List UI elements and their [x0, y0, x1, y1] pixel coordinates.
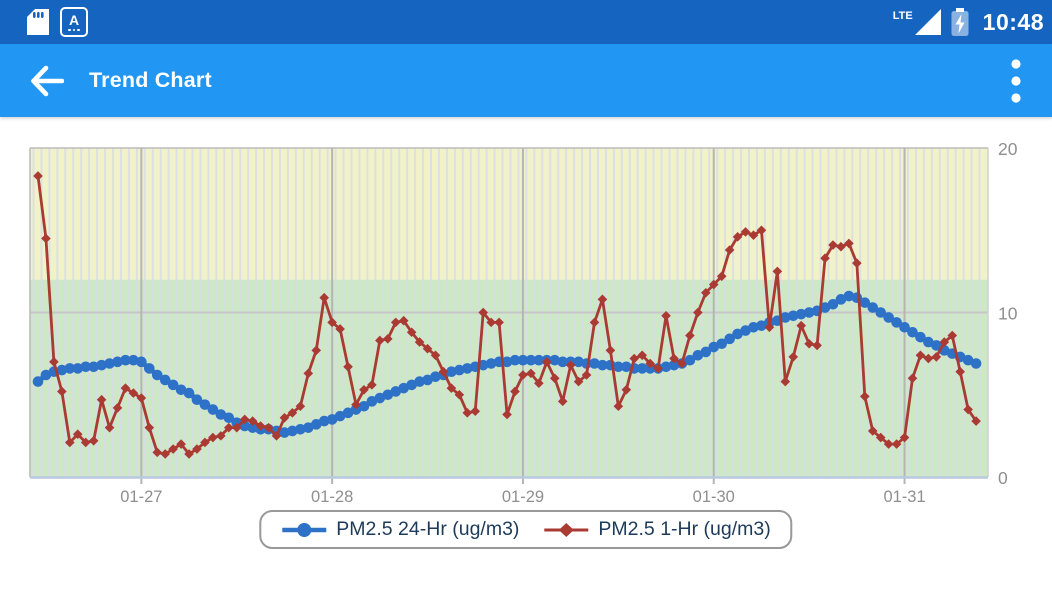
overflow-menu-icon[interactable] [1004, 56, 1028, 106]
y-tick-label: 20 [998, 139, 1018, 159]
trend-chart-section: 01-27 01-28 01-29 01-30 01-31 0 10 20 PM2.5 24-… [0, 117, 1052, 592]
x-tick-label: 01-28 [311, 488, 353, 506]
page-title: Trend Chart [89, 68, 212, 92]
legend-label-pm25-1hr: PM2.5 1-Hr (ug/m3) [598, 518, 771, 540]
lte-label: LTE [892, 10, 913, 22]
chart-legend: PM2.5 24-Hr (ug/m3) PM2.5 1-Hr (ug/m3) [259, 510, 793, 549]
legend-label-pm25-24hr: PM2.5 24-Hr (ug/m3) [336, 518, 520, 540]
legend-swatch-24hr-icon [282, 522, 327, 537]
status-bar-right: LTE 10:48 [893, 6, 1044, 38]
back-arrow-icon[interactable] [30, 64, 64, 98]
y-tick-label: 0 [998, 468, 1008, 488]
signal-strength-icon [914, 9, 941, 35]
a-app-dots [68, 28, 80, 32]
sim-card-icon [27, 9, 49, 35]
x-axis: 01-27 01-28 01-29 01-30 01-31 [120, 148, 926, 506]
app-bar: Trend Chart [0, 44, 1052, 117]
legend-item-pm25-1hr: PM2.5 1-Hr (ug/m3) [543, 518, 771, 541]
legend-swatch-1hr-icon [544, 522, 589, 537]
y-axis: 0 10 20 [998, 139, 1018, 488]
status-bar: A LTE 10:48 [0, 0, 1052, 44]
plot-borders [29, 147, 989, 477]
battery-charging-icon [951, 8, 969, 36]
x-tick-label: 01-29 [502, 488, 544, 506]
x-tick-label: 01-27 [120, 488, 162, 506]
y-tick-label: 10 [998, 304, 1018, 324]
clock: 10:48 [982, 8, 1044, 35]
a-app-letter: A [68, 11, 80, 28]
x-tick-label: 01-30 [693, 488, 735, 506]
status-bar-left: A [26, 7, 88, 37]
legend-item-pm25-24hr: PM2.5 24-Hr (ug/m3) [281, 518, 519, 541]
x-tick-label: 01-31 [883, 488, 925, 506]
a-app-icon: A [60, 7, 88, 37]
chart-plot-area[interactable]: 01-27 01-28 01-29 01-30 01-31 0 10 20 [0, 117, 1052, 592]
